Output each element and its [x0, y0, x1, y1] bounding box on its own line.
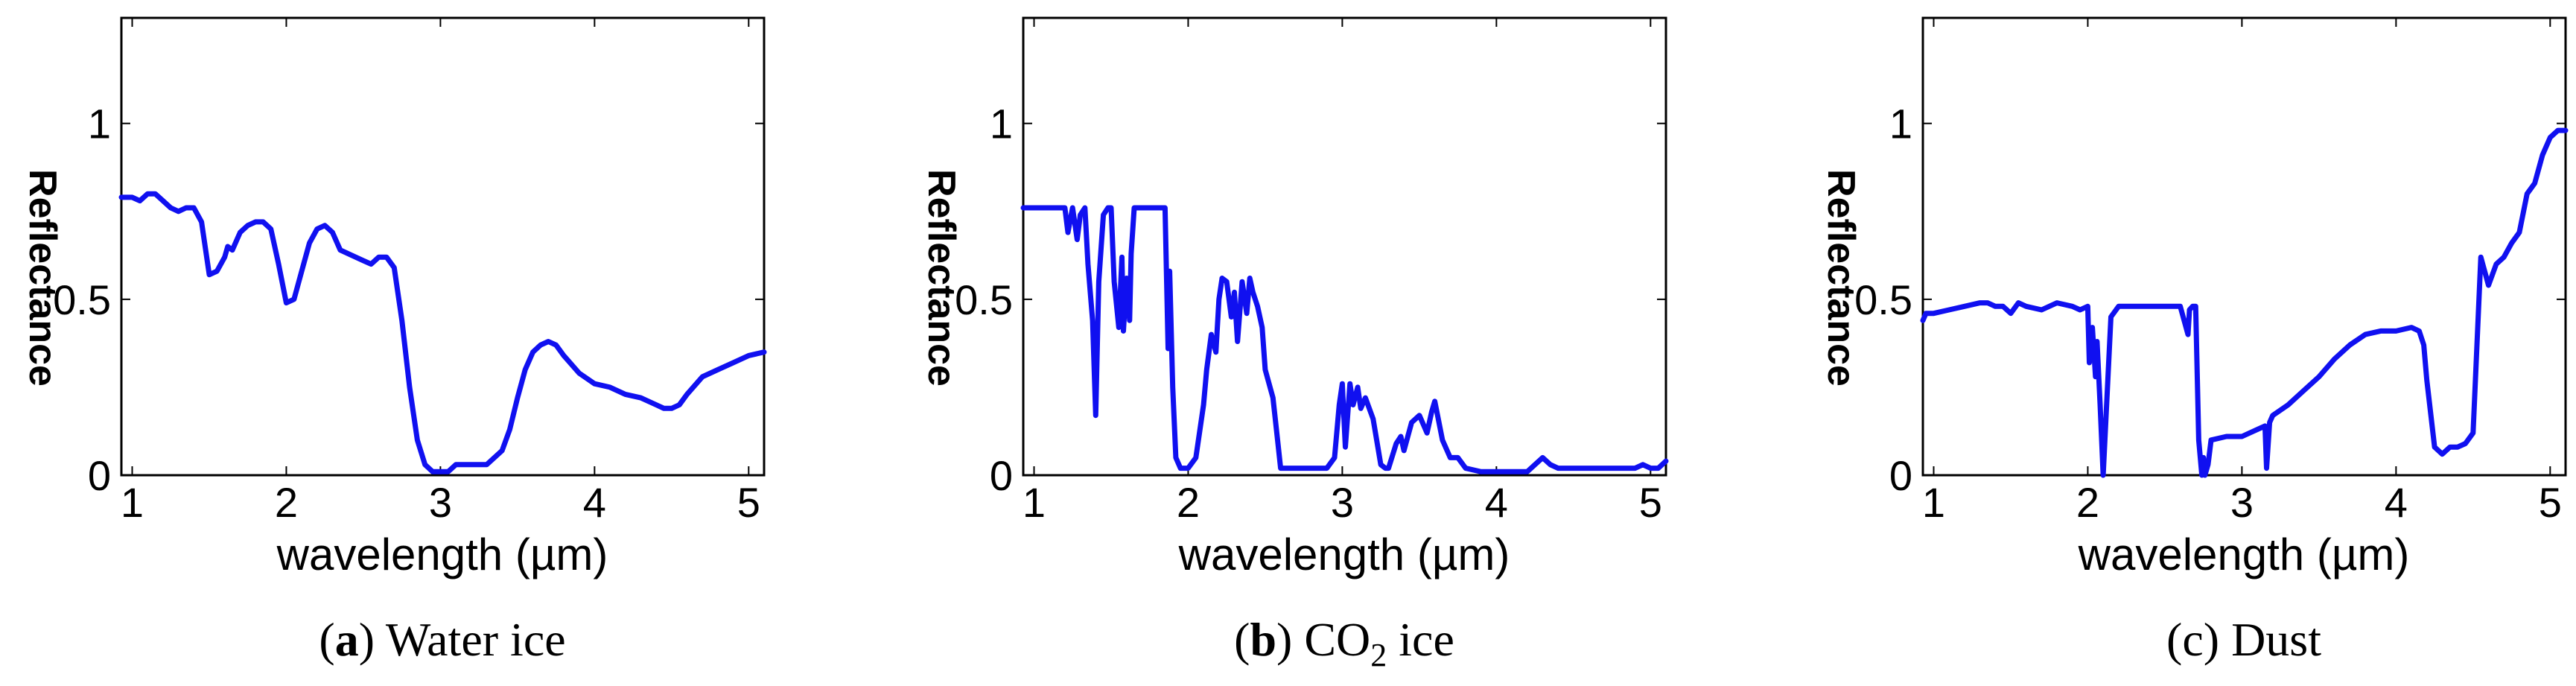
caption-letter: b	[1250, 613, 1276, 666]
x-tick-label: 5	[1639, 479, 1662, 526]
x-tick-label: 3	[429, 479, 452, 526]
x-tick-label: 2	[275, 479, 298, 526]
plot-area	[120, 16, 766, 477]
x-ticks: 1 2 3 4 5	[1922, 18, 2562, 526]
y-tick-label: 1	[1889, 101, 1912, 147]
x-tick-label: 4	[583, 479, 606, 526]
caption-letter: c	[2182, 613, 2203, 666]
x-ticks: 1 2 3 4 5	[121, 18, 760, 526]
y-tick-label: 0	[88, 452, 111, 499]
series-line	[118, 191, 767, 474]
series-line	[1020, 205, 1669, 474]
panel-caption: (c) Dust	[2166, 613, 2321, 666]
y-tick-label: 0	[1889, 452, 1912, 499]
x-tick-label: 4	[1485, 479, 1508, 526]
caption-letter: a	[335, 613, 359, 666]
x-tick-label: 1	[1922, 479, 1945, 526]
y-tick-label: 0.5	[955, 276, 1013, 323]
series-line-group	[1920, 127, 2569, 478]
caption-text: Dust	[2231, 613, 2321, 666]
plot-area	[1022, 16, 1667, 477]
x-ticks: 1 2 3 4 5	[1023, 18, 1662, 526]
y-tick-label: 1	[88, 101, 111, 147]
y-ticks: 00.51	[53, 101, 764, 499]
y-tick-label: 1	[990, 101, 1013, 147]
series-line	[1920, 127, 2569, 478]
series-line-group	[118, 191, 767, 474]
x-tick-label: 1	[121, 479, 144, 526]
y-tick-label: 0.5	[1854, 276, 1912, 323]
y-axis-label: Reflectance	[21, 169, 64, 387]
x-axis-label: wavelength (µm)	[1178, 530, 1510, 579]
y-ticks: 00.51	[1854, 101, 2566, 499]
x-tick-label: 3	[2230, 479, 2254, 526]
x-tick-label: 5	[2539, 479, 2562, 526]
y-axis-label: Reflectance	[1819, 169, 1863, 387]
caption-subscript: 2	[1370, 637, 1387, 673]
caption-text: ice	[1399, 613, 1454, 666]
x-axis-label: wavelength (µm)	[2078, 530, 2410, 579]
series-line-group	[1020, 205, 1669, 474]
caption-text: Water ice	[386, 613, 566, 666]
x-tick-label: 2	[2076, 479, 2099, 526]
y-ticks: 00.51	[955, 101, 1666, 499]
x-axis-label: wavelength (µm)	[276, 530, 608, 579]
caption-formula: CO	[1304, 613, 1370, 666]
plot-area	[1921, 16, 2567, 477]
x-tick-label: 2	[1177, 479, 1200, 526]
x-tick-label: 3	[1331, 479, 1354, 526]
y-axis-label: Reflectance	[920, 169, 963, 387]
y-tick-label: 0.5	[53, 276, 111, 323]
x-tick-label: 5	[737, 479, 760, 526]
x-tick-label: 1	[1023, 479, 1046, 526]
panel-caption: (a) Water ice	[319, 613, 565, 666]
panel-caption: (b) CO2 ice	[1234, 613, 1454, 673]
y-tick-label: 0	[990, 452, 1013, 499]
x-tick-label: 4	[2385, 479, 2408, 526]
